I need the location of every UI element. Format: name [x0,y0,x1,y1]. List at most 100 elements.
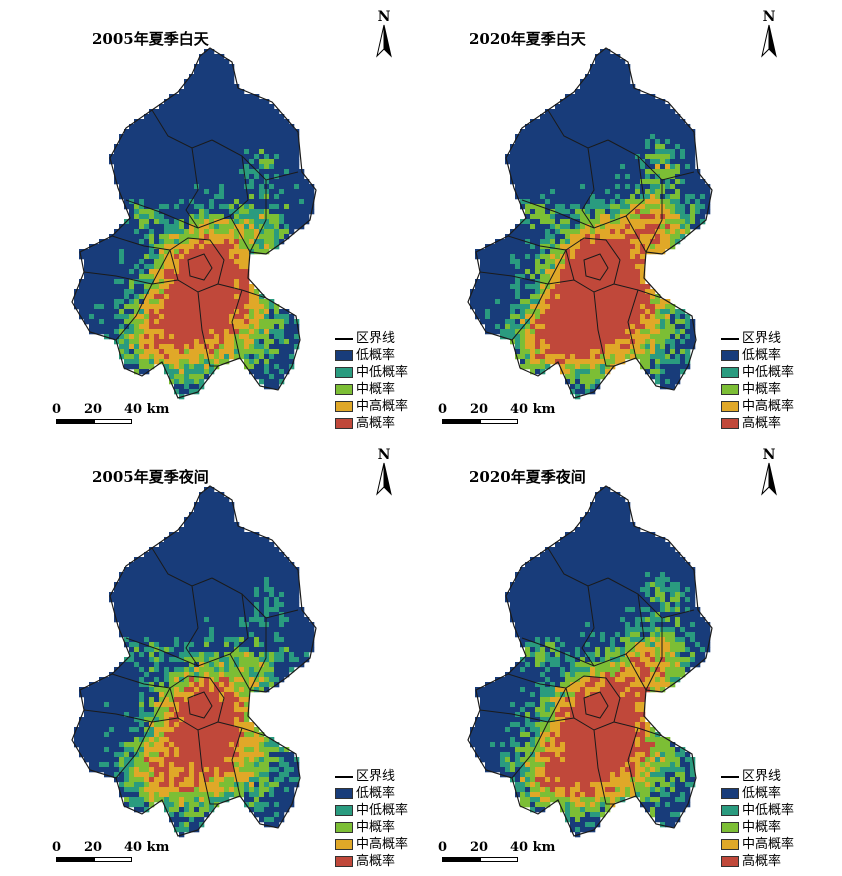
raster-cell-low [134,189,140,195]
raster-cell-low [159,149,165,155]
raster-cell-mid-low [540,369,546,375]
raster-cell-high [219,329,225,335]
raster-cell-low [650,94,656,100]
raster-cell-mid [535,314,541,320]
raster-cell-low [224,517,230,523]
raster-cell-low [184,622,190,628]
raster-cell-low [134,179,140,185]
raster-cell-low [595,119,601,125]
raster-cell-low [164,184,170,190]
raster-cell-low [555,149,561,155]
raster-cell-low [610,194,616,200]
raster-cell-mid [550,219,556,225]
beijing-probability-map [71,47,317,400]
raster-cell-mid-low [259,379,265,385]
raster-cell-low [580,164,586,170]
raster-cell-mid-low [159,204,165,210]
raster-cell-low [89,309,95,315]
raster-cell-high [194,249,200,255]
raster-cell-mid [670,234,676,240]
raster-cell-mid [665,354,671,360]
raster-cell-mid-high [244,324,250,330]
raster-cell-mid-low [505,319,511,325]
raster-cell-low [570,129,576,135]
raster-cell-low [214,199,220,205]
raster-cell-low [209,602,215,608]
raster-cell-low [610,54,616,60]
raster-cell-mid-high [630,334,636,340]
raster-cell-mid-low [184,364,190,370]
raster-cell-low [580,99,586,105]
raster-cell-low [665,134,671,140]
raster-cell-low [294,577,300,583]
raster-cell-low [259,627,265,633]
raster-cell-mid [585,214,591,220]
raster-cell-low [705,184,711,190]
raster-cell-low [645,124,651,130]
raster-cell-mid [525,299,531,305]
raster-cell-low [685,139,691,145]
raster-cell-low [545,194,551,200]
raster-cell-mid [139,209,145,215]
raster-cell-low [530,289,536,295]
raster-cell-low [174,174,180,180]
raster-cell-high [545,324,551,330]
raster-cell-mid [540,209,546,215]
raster-cell-low [520,269,526,275]
raster-cell-high [575,309,581,315]
raster-cell-mid [625,199,631,205]
raster-cell-mid [555,244,561,250]
raster-cell-mid-low [650,134,656,140]
raster-cell-high [209,279,215,285]
raster-cell-low [219,572,225,578]
raster-cell-mid [570,369,576,375]
raster-cell-low [600,169,606,175]
scale-bar: 0 20 40 km [52,402,172,432]
raster-cell-low [610,69,616,75]
raster-cell-mid [650,369,656,375]
raster-cell-low [209,537,215,543]
raster-cell-low [169,154,175,160]
raster-cell-high [555,344,561,350]
raster-cell-low [600,164,606,170]
raster-cell-low [249,369,255,375]
raster-cell-low [545,249,551,255]
raster-cell-mid-low [179,199,185,205]
raster-cell-low [219,134,225,140]
raster-cell-high [194,269,200,275]
raster-cell-mid-high [264,309,270,315]
raster-cell-high [179,304,185,310]
raster-cell-low [229,89,235,95]
raster-cell-high [575,284,581,290]
raster-cell-low [179,174,185,180]
raster-cell-low [129,622,135,628]
raster-cell-low [560,189,566,195]
raster-cell-high [545,329,551,335]
raster-cell-high [189,324,195,330]
raster-cell-high [620,249,626,255]
raster-cell-low [570,224,576,230]
raster-cell-mid-low [525,254,531,260]
raster-cell-low [294,169,300,175]
raster-cell-mid [139,274,145,280]
raster-cell-high [560,284,566,290]
raster-cell-low [670,114,676,120]
raster-cell-low [159,119,165,125]
raster-cell-low [565,174,571,180]
raster-cell-low [269,567,275,573]
raster-cell-low [590,164,596,170]
raster-cell-high [159,309,165,315]
raster-cell-low [169,622,175,628]
raster-cell-low [99,264,105,270]
raster-cell-low [269,124,275,130]
raster-cell-mid [184,229,190,235]
raster-cell-mid-high [234,284,240,290]
raster-cell-low [189,567,195,573]
raster-cell-low [550,184,556,190]
raster-cell-mid-high [550,284,556,290]
raster-cell-high [179,284,185,290]
raster-cell-high [610,269,616,275]
raster-cell-mid-low [675,329,681,335]
raster-cell-mid-high [575,234,581,240]
raster-cell-low [304,194,310,200]
